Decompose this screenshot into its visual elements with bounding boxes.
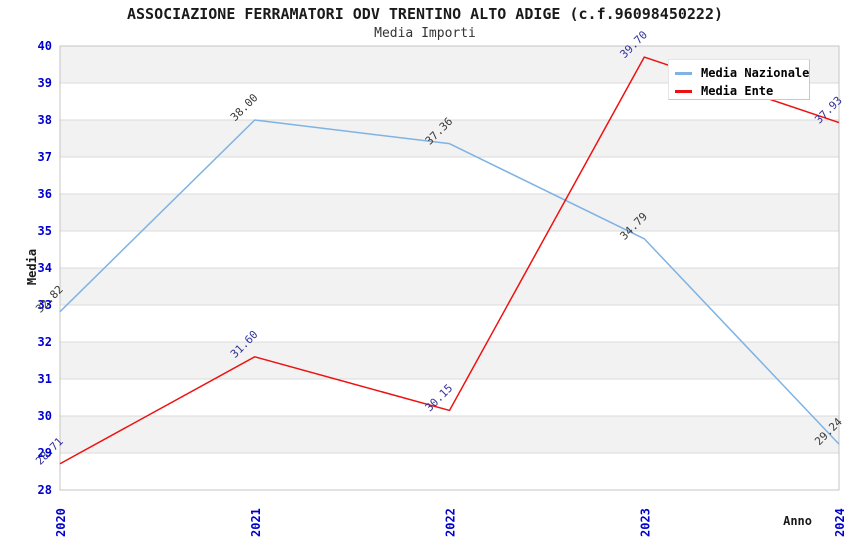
y-tick-label: 34 — [38, 261, 52, 275]
y-tick-label: 29 — [38, 446, 52, 460]
x-tick-label: 2022 — [444, 508, 458, 537]
plot-border — [59, 45, 840, 491]
y-tick-label: 30 — [38, 409, 52, 423]
y-tick-label: 31 — [38, 372, 52, 386]
plot-band — [60, 268, 839, 305]
plot-band — [60, 194, 839, 231]
x-axis-title: Anno — [783, 514, 812, 528]
legend-item-media-ente: Media Ente — [675, 83, 809, 99]
y-tick-label: 39 — [38, 76, 52, 90]
y-tick-label: 36 — [38, 187, 52, 201]
chart-subtitle: Media Importi — [374, 26, 476, 41]
y-axis-title: Media — [25, 248, 39, 286]
x-tick-label: 2021 — [249, 508, 263, 537]
legend-label-media-nazionale: Media Nazionale — [701, 66, 810, 80]
y-tick-label: 40 — [38, 39, 52, 53]
legend-swatch-media-ente — [675, 89, 692, 93]
legend-swatch-media-nazionale — [675, 71, 692, 75]
plot-band — [60, 416, 839, 453]
data-point-label-media-nazionale: 38.00 — [228, 91, 261, 124]
plot-band — [60, 120, 839, 157]
plot-band — [60, 342, 839, 379]
y-tick-label: 32 — [38, 335, 52, 349]
legend: Media Nazionale Media Ente — [668, 59, 810, 100]
y-tick-label: 28 — [38, 483, 52, 497]
legend-item-media-nazionale: Media Nazionale — [675, 65, 809, 81]
series-line-media-ente — [59, 56, 840, 465]
legend-label-media-ente: Media Ente — [701, 84, 774, 98]
y-tick-label: 37 — [38, 150, 52, 164]
y-tick-label: 38 — [38, 113, 52, 127]
y-tick-label: 35 — [38, 224, 52, 238]
y-tick-label: 33 — [38, 298, 52, 312]
series-line-media-nazionale — [59, 119, 840, 445]
x-tick-label: 2023 — [638, 508, 652, 537]
chart-title: ASSOCIAZIONE FERRAMATORI ODV TRENTINO AL… — [126, 5, 724, 23]
x-tick-label: 2020 — [54, 508, 68, 537]
x-tick-label: 2024 — [833, 508, 847, 537]
